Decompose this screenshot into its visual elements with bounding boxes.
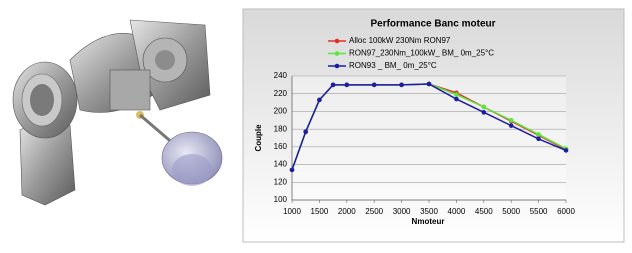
plot: 100 120 140 160 180 200 220 240 1000 1500 2000 2500… (274, 36, 576, 216)
turbo-illustration (12, 19, 223, 206)
x-tick-label: 3500 (420, 207, 438, 216)
legend-label: Alloc 100kW 230Nm RON97 (349, 36, 451, 45)
data-point (289, 167, 295, 173)
data-point (330, 82, 336, 88)
chart-title: Performance Banc moteur (370, 19, 495, 30)
data-point (303, 129, 309, 135)
data-point (536, 132, 541, 137)
x-tick-label: 2500 (365, 207, 383, 216)
data-point (454, 96, 459, 102)
data-point (399, 82, 404, 88)
data-point (508, 123, 514, 128)
y-tick-label: 100 (274, 195, 288, 204)
x-tick-label: 2000 (338, 207, 356, 216)
plot-area (292, 76, 566, 200)
data-point (317, 97, 322, 103)
x-tick-label: 1000 (283, 207, 301, 216)
data-point (536, 136, 541, 142)
y-tick-label: 160 (274, 142, 288, 151)
x-tick-label: 1500 (311, 207, 329, 216)
data-point (344, 82, 350, 88)
y-tick-label: 140 (274, 160, 288, 169)
y-axis-title: Couple (254, 124, 263, 152)
chart-frame (242, 8, 625, 243)
x-tick-label: 4000 (448, 207, 466, 216)
x-tick-label: 3000 (393, 207, 411, 216)
legend-marker (334, 51, 340, 56)
data-point (508, 117, 514, 123)
x-tick-label: 6000 (557, 207, 575, 216)
y-tick-label: 120 (274, 177, 288, 186)
x-axis-title: Nmoteur (412, 217, 445, 226)
data-point (481, 104, 487, 110)
y-tick-label: 180 (274, 124, 288, 133)
y-tick-label: 220 (274, 89, 288, 98)
legend-marker (334, 38, 340, 44)
x-tick-label: 4500 (475, 207, 493, 216)
data-point (563, 148, 569, 153)
data-point (426, 81, 432, 87)
y-tick-label: 240 (274, 71, 288, 80)
x-tick-label: 5000 (502, 207, 520, 216)
legend-label: RON93 _ BM_ 0m_25°C (349, 61, 437, 70)
x-tick-label: 5500 (530, 207, 548, 216)
data-point (481, 110, 487, 115)
data-point (371, 82, 377, 88)
data-point (454, 92, 459, 97)
y-tick-label: 200 (274, 107, 288, 116)
legend-marker (334, 63, 340, 69)
legend-label: RON97_230Nm_100kW_ BM_ 0m_25°C (349, 49, 494, 58)
